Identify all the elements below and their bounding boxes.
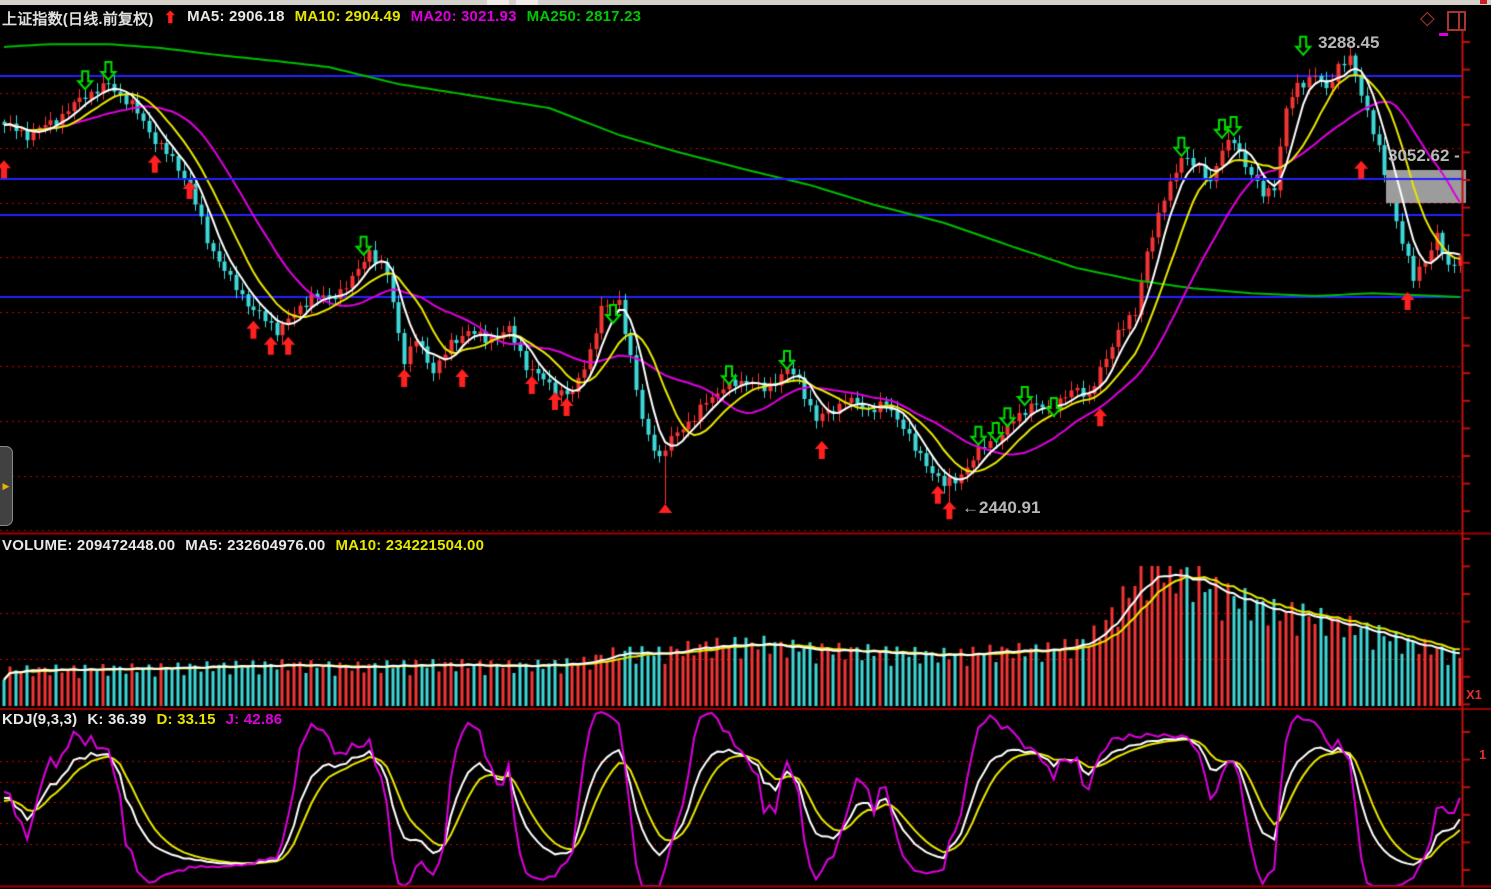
diamond-icon[interactable]: ◇	[1420, 8, 1435, 29]
volume-ma10-value: MA10: 234221504.00	[335, 537, 485, 554]
toolbar-tab[interactable]	[516, 0, 538, 5]
kdj-j-value: J: 42.86	[225, 711, 283, 728]
toolbar-tab[interactable]	[487, 0, 509, 5]
volume-scale-label: X1	[1466, 687, 1482, 702]
ma5-value: MA5: 2906.18	[187, 8, 285, 25]
kdj-d-value: D: 33.15	[156, 711, 216, 728]
instrument-title: 上证指数(日线.前复权)	[2, 11, 154, 28]
magenta-tick-mark	[1439, 33, 1448, 36]
kdj-panel-header: KDJ(9,3,3) K: 36.39 D: 33.15 J: 42.86	[2, 711, 282, 728]
toolbar-strip	[0, 0, 1491, 5]
volume-ma5-value: MA5: 232604976.00	[185, 537, 326, 554]
kdj-axis-label: 1	[1479, 747, 1487, 762]
ma20-value: MA20: 3021.93	[410, 8, 517, 25]
price-panel-header: 上证指数(日线.前复权) ⬆ MA5: 2906.18 MA10: 2904.4…	[2, 8, 641, 29]
volume-value: VOLUME: 209472448.00	[2, 537, 176, 554]
kdj-k-value: K: 36.39	[87, 711, 147, 728]
last-price-label: 3052.62 -	[1388, 146, 1460, 165]
corner-mark	[1480, 0, 1487, 4]
ma10-value: MA10: 2904.49	[294, 8, 401, 25]
up-arrow-icon: ⬆	[163, 10, 178, 27]
sidebar-expander-tab[interactable]: ▶	[0, 446, 13, 526]
peak-price-label: 3288.45	[1318, 33, 1380, 52]
kdj-title: KDJ(9,3,3)	[2, 711, 78, 728]
restore-window-pane	[1458, 13, 1460, 29]
low-price-label: ←2440.91	[962, 498, 1041, 517]
ma250-value: MA250: 2817.23	[526, 8, 642, 25]
expand-right-icon: ▶	[2, 480, 10, 491]
restore-window-icon[interactable]	[1447, 11, 1466, 31]
volume-panel-header: VOLUME: 209472448.00 MA5: 232604976.00 M…	[2, 537, 484, 554]
